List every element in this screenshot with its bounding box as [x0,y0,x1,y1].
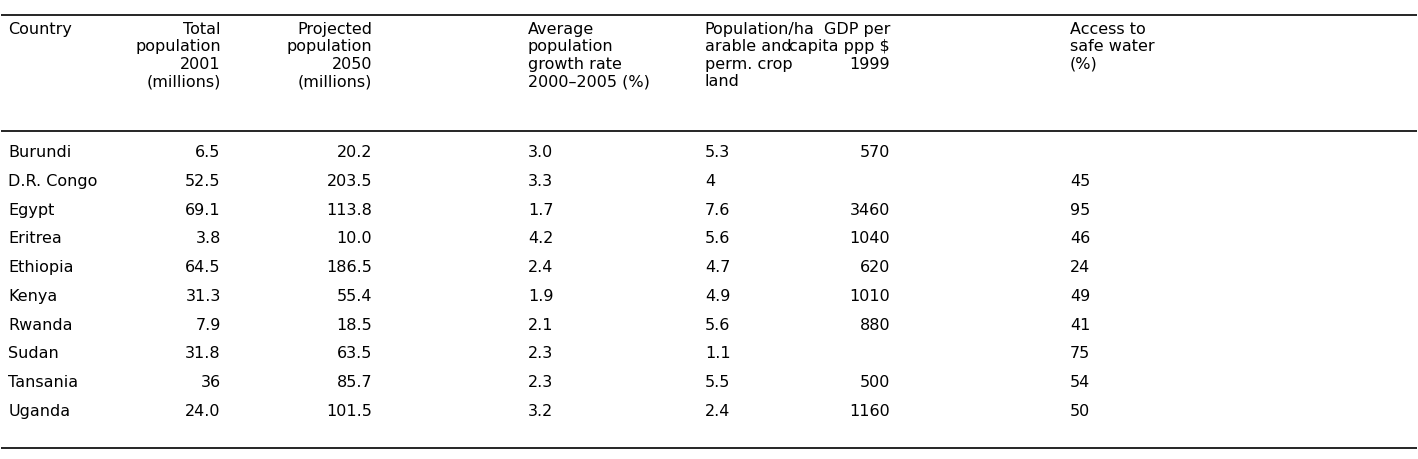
Text: 1.9: 1.9 [527,289,553,304]
Text: 36: 36 [200,375,221,390]
Text: 10.0: 10.0 [336,231,372,246]
Text: 45: 45 [1071,174,1090,189]
Text: 85.7: 85.7 [336,375,372,390]
Text: 2.4: 2.4 [705,404,730,419]
Text: 49: 49 [1071,289,1090,304]
Text: 2.1: 2.1 [527,318,553,333]
Text: Sudan: Sudan [9,346,60,361]
Text: 186.5: 186.5 [326,260,372,275]
Text: Eritrea: Eritrea [9,231,62,246]
Text: 69.1: 69.1 [186,202,221,218]
Text: 31.8: 31.8 [186,346,221,361]
Text: 7.9: 7.9 [196,318,221,333]
Text: 1040: 1040 [849,231,891,246]
Text: 2.3: 2.3 [527,346,553,361]
Text: Kenya: Kenya [9,289,58,304]
Text: 4: 4 [705,174,715,189]
Text: 1.1: 1.1 [705,346,730,361]
Text: Average
population
growth rate
2000–2005 (%): Average population growth rate 2000–2005… [527,22,649,89]
Text: 95: 95 [1071,202,1090,218]
Text: 620: 620 [859,260,891,275]
Text: D.R. Congo: D.R. Congo [9,174,98,189]
Text: 41: 41 [1071,318,1090,333]
Text: 3.3: 3.3 [527,174,553,189]
Text: 24: 24 [1071,260,1090,275]
Text: 50: 50 [1071,404,1090,419]
Text: 113.8: 113.8 [326,202,372,218]
Text: 3.2: 3.2 [527,404,553,419]
Text: 5.6: 5.6 [705,318,730,333]
Text: 24.0: 24.0 [186,404,221,419]
Text: Uganda: Uganda [9,404,71,419]
Text: 20.2: 20.2 [336,145,372,160]
Text: 52.5: 52.5 [186,174,221,189]
Text: 3.0: 3.0 [527,145,553,160]
Text: 55.4: 55.4 [336,289,372,304]
Text: 4.2: 4.2 [527,231,553,246]
Text: 880: 880 [859,318,891,333]
Text: 3.8: 3.8 [196,231,221,246]
Text: Tansania: Tansania [9,375,78,390]
Text: 54: 54 [1071,375,1090,390]
Text: 31.3: 31.3 [186,289,221,304]
Text: 6.5: 6.5 [196,145,221,160]
Text: Country: Country [9,22,72,37]
Text: 203.5: 203.5 [326,174,372,189]
Text: 101.5: 101.5 [326,404,372,419]
Text: 4.9: 4.9 [705,289,730,304]
Text: 5.3: 5.3 [705,145,730,160]
Text: 46: 46 [1071,231,1090,246]
Text: 3460: 3460 [849,202,891,218]
Text: 75: 75 [1071,346,1090,361]
Text: Burundi: Burundi [9,145,72,160]
Text: 1.7: 1.7 [527,202,553,218]
Text: Total
population
2001
(millions): Total population 2001 (millions) [135,22,221,89]
Text: 63.5: 63.5 [337,346,372,361]
Text: 4.7: 4.7 [705,260,730,275]
Text: 570: 570 [859,145,891,160]
Text: 1160: 1160 [849,404,891,419]
Text: Egypt: Egypt [9,202,55,218]
Text: 5.5: 5.5 [705,375,730,390]
Text: 500: 500 [859,375,891,390]
Text: Access to
safe water
(%): Access to safe water (%) [1071,22,1154,72]
Text: 7.6: 7.6 [705,202,730,218]
Text: 5.6: 5.6 [705,231,730,246]
Text: 2.3: 2.3 [527,375,553,390]
Text: 64.5: 64.5 [186,260,221,275]
Text: 18.5: 18.5 [336,318,372,333]
Text: Ethiopia: Ethiopia [9,260,74,275]
Text: 2.4: 2.4 [527,260,553,275]
Text: Rwanda: Rwanda [9,318,72,333]
Text: Projected
population
2050
(millions): Projected population 2050 (millions) [286,22,372,89]
Text: Population/ha
arable and
perm. crop
land: Population/ha arable and perm. crop land [705,22,814,89]
Text: 1010: 1010 [849,289,891,304]
Text: GDP per
capita ppp $
1999: GDP per capita ppp $ 1999 [790,22,891,72]
